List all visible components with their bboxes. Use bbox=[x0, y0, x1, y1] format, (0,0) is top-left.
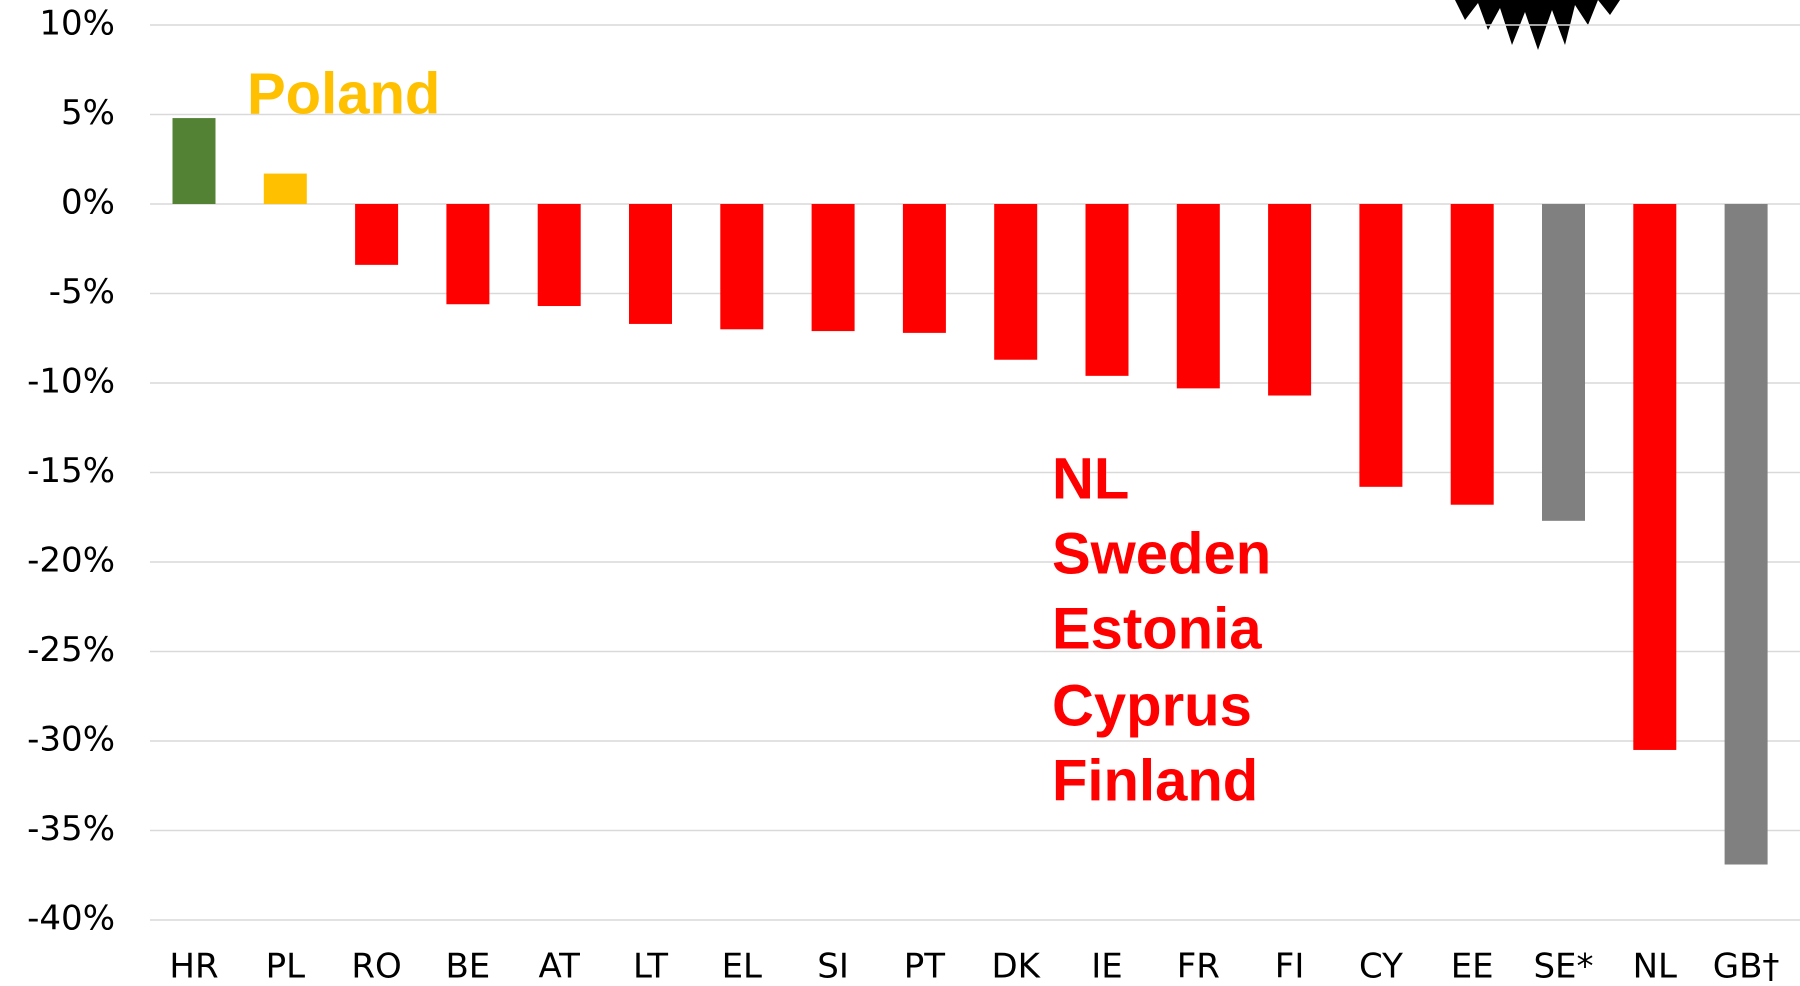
x-tick-label: IE bbox=[1091, 947, 1123, 986]
bar bbox=[1177, 204, 1220, 388]
y-tick-label: -25% bbox=[27, 630, 115, 670]
x-tick-label: HR bbox=[169, 947, 218, 986]
bar bbox=[994, 204, 1037, 360]
bar bbox=[446, 204, 489, 304]
bar bbox=[1633, 204, 1676, 750]
x-tick-label: FR bbox=[1177, 947, 1220, 986]
annotation: Sweden bbox=[1052, 521, 1271, 586]
y-tick-label: 5% bbox=[61, 93, 115, 133]
y-tick-label: 0% bbox=[61, 183, 115, 223]
bar bbox=[1725, 204, 1768, 865]
x-tick-label: SE* bbox=[1533, 947, 1593, 986]
x-tick-label: PL bbox=[266, 947, 306, 986]
annotation: Estonia bbox=[1052, 596, 1262, 661]
x-tick-label: EL bbox=[722, 947, 762, 986]
bar bbox=[629, 204, 672, 324]
y-tick-label: -15% bbox=[27, 451, 115, 491]
x-tick-label: SI bbox=[817, 947, 849, 986]
x-tick-label: AT bbox=[539, 947, 581, 986]
x-tick-label: GB† bbox=[1713, 947, 1780, 986]
bar bbox=[355, 204, 398, 265]
x-tick-label: NL bbox=[1633, 947, 1677, 986]
y-tick-label: -10% bbox=[27, 362, 115, 402]
y-tick-label: 10% bbox=[39, 4, 115, 44]
page: {"chart_data": {"type": "bar", "categori… bbox=[0, 0, 1800, 986]
annotation: Finland bbox=[1052, 748, 1258, 813]
bar bbox=[1451, 204, 1494, 505]
y-tick-label: -5% bbox=[49, 272, 115, 312]
chart: 10% 5% 0% -5% -10% -15% -20% -25% -30% -35% -40% HR… bbox=[0, 0, 1800, 986]
bar bbox=[264, 174, 307, 204]
bar bbox=[1542, 204, 1585, 521]
y-tick-label: -20% bbox=[27, 541, 115, 581]
x-tick-label: LT bbox=[633, 947, 668, 986]
annotation: Cyprus bbox=[1052, 673, 1252, 738]
bar bbox=[1359, 204, 1402, 487]
bar bbox=[720, 204, 763, 329]
y-tick-label: -35% bbox=[27, 809, 115, 849]
bar bbox=[903, 204, 946, 333]
bar bbox=[812, 204, 855, 331]
y-tick-label: -40% bbox=[27, 899, 115, 939]
annotation: Poland bbox=[247, 61, 440, 126]
x-tick-label: RO bbox=[351, 947, 401, 986]
x-tick-label: FI bbox=[1275, 947, 1305, 986]
x-tick-label: BE bbox=[445, 947, 490, 986]
x-tick-label: CY bbox=[1359, 947, 1403, 986]
bar bbox=[1268, 204, 1311, 396]
annotation: NL bbox=[1052, 446, 1129, 511]
x-tick-label: EE bbox=[1451, 947, 1494, 986]
y-tick-label: -30% bbox=[27, 720, 115, 760]
bar bbox=[173, 118, 216, 204]
bar bbox=[538, 204, 581, 306]
x-tick-label: DK bbox=[991, 947, 1041, 986]
x-tick-label: PT bbox=[904, 947, 946, 986]
bar bbox=[1086, 204, 1129, 376]
